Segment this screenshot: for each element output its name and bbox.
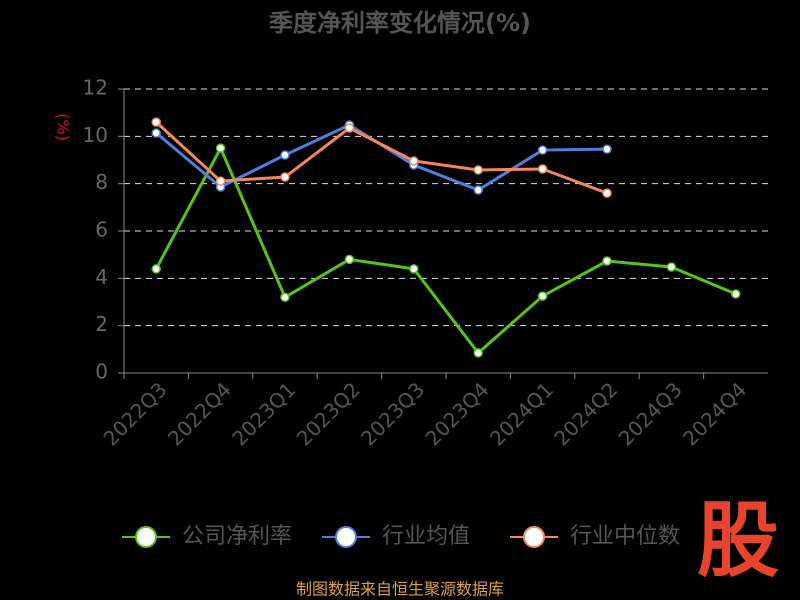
- x-tick-label: 2023Q1: [227, 377, 300, 450]
- source: 制图数据来自恒生聚源数据库: [296, 580, 504, 599]
- point: [280, 150, 290, 160]
- point: [344, 123, 355, 133]
- y-tick-label: 2: [95, 312, 108, 336]
- point: [409, 156, 419, 166]
- series-line: [155, 121, 608, 195]
- point: [537, 145, 548, 155]
- x-tick-label: 2023Q3: [356, 377, 429, 450]
- point: [473, 165, 483, 175]
- point: [151, 117, 161, 127]
- y-tick-label: 4: [95, 265, 108, 289]
- legend-label: 行业均值: [382, 524, 470, 549]
- watermark: 股: [697, 493, 779, 588]
- point: [537, 164, 548, 174]
- point: [151, 264, 161, 274]
- x-tick-label: 2024Q2: [549, 377, 622, 450]
- legend-marker: [335, 526, 357, 548]
- point: [473, 348, 483, 358]
- point: [280, 292, 290, 303]
- legend-label: 公司净利率: [182, 524, 292, 549]
- x-tick-label: 2024Q4: [678, 377, 751, 450]
- y-tick-label: 8: [95, 170, 108, 194]
- point: [602, 188, 612, 198]
- x-tick-label: 2023Q2: [292, 377, 365, 450]
- point: [215, 143, 226, 153]
- series-line: [154, 144, 737, 356]
- point: [473, 185, 483, 195]
- y-tick-label: 12: [83, 76, 108, 100]
- point: [666, 262, 677, 272]
- point: [409, 264, 419, 274]
- point: [537, 291, 548, 301]
- point: [602, 256, 612, 266]
- legend-marker: [523, 526, 545, 548]
- point: [215, 176, 226, 186]
- y-tick-label: 10: [83, 123, 108, 147]
- x-tick-label: 2023Q4: [421, 377, 494, 450]
- point: [602, 144, 612, 154]
- x-tick-label: 2022Q4: [163, 377, 236, 450]
- x-tick-label: 2024Q3: [614, 377, 687, 450]
- x-tick-label: 2024Q1: [485, 377, 558, 450]
- y-axis-label: (%): [54, 113, 73, 141]
- point: [280, 172, 290, 182]
- point: [731, 289, 741, 299]
- legend-marker: [135, 526, 157, 548]
- legend-label: 行业中位数: [570, 524, 680, 549]
- chart-title: 季度净利率变化情况(%): [269, 9, 531, 37]
- point: [344, 254, 355, 265]
- point: [151, 128, 161, 138]
- y-tick-label: 0: [95, 360, 108, 384]
- x-tick-label: 2022Q3: [99, 377, 172, 450]
- y-tick-label: 6: [95, 218, 108, 242]
